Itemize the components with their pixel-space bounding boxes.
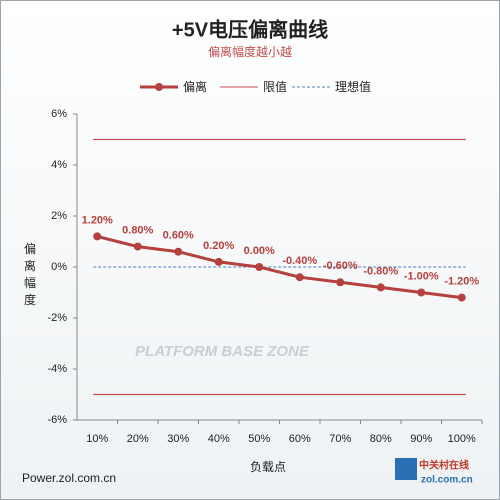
data-point (417, 288, 426, 297)
y-tick-label: 4% (51, 159, 67, 171)
logo-site: zol.com.cn (421, 475, 473, 486)
y-tick-label: 0% (51, 261, 67, 273)
x-tick-label: 50% (248, 433, 270, 445)
x-tick-label: 40% (208, 433, 230, 445)
x-tick-label: 100% (448, 433, 476, 445)
data-point (133, 242, 142, 251)
legend-label: 偏离 (183, 79, 207, 94)
x-tick-label: 90% (410, 433, 432, 445)
y-tick-label: -6% (47, 414, 67, 426)
y-tick-label: 2% (51, 210, 67, 222)
data-label: -0.80% (363, 265, 398, 277)
data-point (376, 283, 385, 292)
watermark: PLATFORM BASE ZONE (135, 343, 310, 360)
data-point (255, 263, 264, 271)
x-tick-label: 80% (370, 433, 392, 445)
data-label: -1.20% (444, 276, 479, 288)
data-point (214, 257, 223, 266)
data-point (174, 247, 183, 256)
data-label: 1.20% (82, 214, 113, 226)
data-point (457, 293, 466, 302)
data-label: 0.60% (163, 230, 194, 242)
data-point (295, 273, 304, 282)
data-label: 0.00% (244, 245, 275, 257)
series-line (96, 234, 462, 300)
y-axis-label: 偏离幅度 (24, 241, 36, 307)
x-tick-label: 70% (329, 433, 351, 445)
chart-subtitle: 偏离幅度越小越 (208, 44, 292, 59)
x-tick-label: 30% (167, 433, 189, 445)
data-label: 0.20% (203, 240, 234, 252)
data-label: -0.60% (323, 260, 358, 272)
logo-icon (395, 458, 417, 480)
logo-name: 中关村在线 (419, 459, 469, 472)
legend-swatch (155, 83, 163, 91)
legend-label: 理想值 (335, 79, 371, 94)
data-label: -0.40% (282, 255, 317, 267)
x-tick-label: 10% (86, 433, 108, 445)
y-tick-label: 6% (51, 108, 67, 120)
chart-title: +5V电压偏离曲线 (172, 17, 328, 41)
data-label: 0.80% (122, 225, 153, 237)
x-tick-label: 60% (289, 433, 311, 445)
data-label: -1.00% (404, 270, 439, 282)
footer: Power.zol.com.cn (22, 471, 116, 485)
data-point (93, 232, 102, 241)
y-tick-label: -2% (47, 312, 67, 324)
y-tick-label: -4% (47, 363, 67, 375)
legend-label: 限值 (263, 79, 287, 94)
x-axis-label: 负载点 (250, 460, 286, 474)
x-tick-label: 20% (127, 433, 149, 445)
data-point (336, 278, 345, 287)
